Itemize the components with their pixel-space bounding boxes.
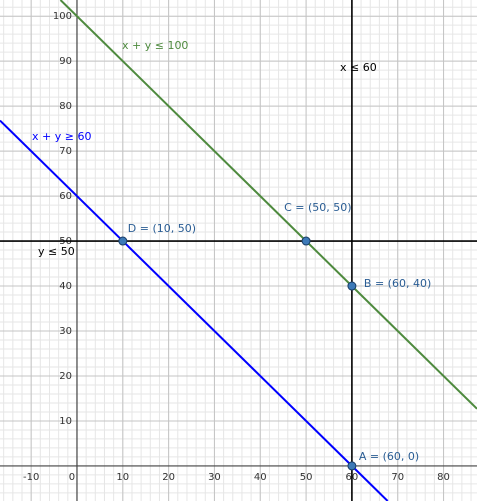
- y-tick-label: 20: [59, 371, 72, 382]
- point-label: B = (60, 40): [364, 277, 431, 290]
- constraint-label: x + y ≤ 100: [122, 39, 188, 52]
- y-tick-label: 100: [53, 11, 72, 22]
- x-tick-label: 50: [300, 472, 313, 483]
- constraint-label: y ≤ 50: [38, 245, 75, 258]
- point: [301, 236, 311, 246]
- x-tick-label: 20: [162, 472, 175, 483]
- y-tick-label: 30: [59, 326, 72, 337]
- point: [347, 281, 357, 291]
- point-label: A = (60, 0): [359, 450, 419, 463]
- x-tick-label: -10: [23, 472, 39, 483]
- y-tick-label: 70: [59, 146, 72, 157]
- constraint-line: [0, 119, 389, 501]
- x-tick-label: 40: [254, 472, 267, 483]
- y-tick-label: 90: [59, 56, 72, 67]
- y-tick-label: 60: [59, 191, 72, 202]
- point-label: C = (50, 50): [284, 201, 351, 214]
- y-tick-label: 80: [59, 101, 72, 112]
- x-tick-label: 70: [391, 472, 404, 483]
- x-tick-label: 0: [69, 472, 75, 483]
- constraint-line: [59, 0, 477, 410]
- point-label: D = (10, 50): [128, 222, 196, 235]
- x-tick-label: 10: [116, 472, 129, 483]
- y-tick-label: 10: [59, 416, 72, 427]
- y-tick-label: 40: [59, 281, 72, 292]
- constraint-label: x ≤ 60: [340, 61, 377, 74]
- constraint-label: x + y ≥ 60: [32, 130, 91, 143]
- x-tick-label: 30: [208, 472, 221, 483]
- point: [118, 236, 128, 246]
- x-tick-label: 80: [437, 472, 450, 483]
- point: [347, 461, 357, 471]
